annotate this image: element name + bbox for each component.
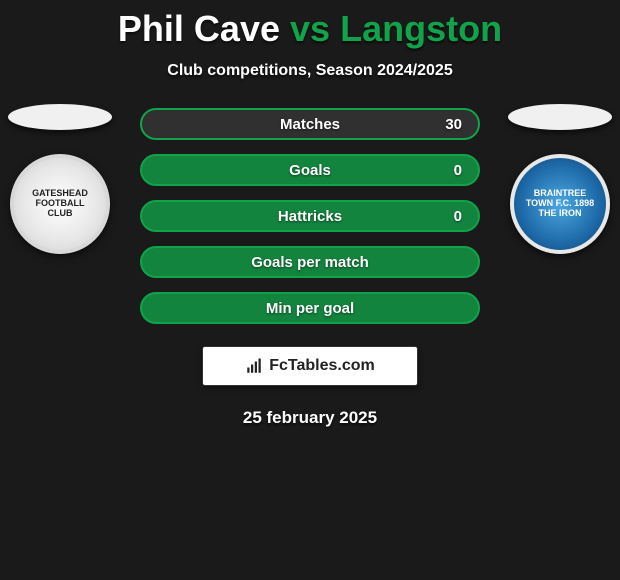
subtitle: Club competitions, Season 2024/2025 bbox=[0, 62, 620, 80]
title-vs: vs bbox=[290, 8, 330, 49]
comparison-stage: GATESHEAD FOOTBALL CLUB BRAINTREE TOWN F… bbox=[0, 108, 620, 428]
player2-club-badge: BRAINTREE TOWN F.C. 1898 THE IRON bbox=[510, 154, 610, 254]
stat-value: 30 bbox=[445, 116, 462, 133]
player2-club-label: BRAINTREE TOWN F.C. 1898 THE IRON bbox=[522, 189, 598, 219]
page-title: Phil Cave vs Langston bbox=[0, 0, 620, 50]
player1-avatar-placeholder bbox=[8, 104, 112, 130]
brand-text: FcTables.com bbox=[269, 357, 375, 375]
player2-column: BRAINTREE TOWN F.C. 1898 THE IRON bbox=[508, 104, 612, 254]
footer-date: 25 february 2025 bbox=[0, 408, 620, 428]
player1-column: GATESHEAD FOOTBALL CLUB bbox=[8, 104, 112, 254]
player1-club-label: GATESHEAD FOOTBALL CLUB bbox=[22, 189, 98, 219]
chart-icon bbox=[245, 357, 263, 375]
stat-label: Min per goal bbox=[266, 300, 354, 317]
stat-value: 0 bbox=[454, 162, 462, 179]
title-player2: Langston bbox=[340, 8, 502, 49]
stats-bars: Matches 30 Goals 0 Hattricks 0 Goals per… bbox=[140, 108, 480, 324]
stat-row-hattricks: Hattricks 0 bbox=[140, 200, 480, 232]
stat-label: Hattricks bbox=[278, 208, 342, 225]
stat-label: Goals bbox=[289, 162, 331, 179]
stat-row-matches: Matches 30 bbox=[140, 108, 480, 140]
brand-badge: FcTables.com bbox=[202, 346, 418, 386]
stat-label: Goals per match bbox=[251, 254, 369, 271]
stat-label: Matches bbox=[280, 116, 340, 133]
stat-row-min-per-goal: Min per goal bbox=[140, 292, 480, 324]
player1-club-badge: GATESHEAD FOOTBALL CLUB bbox=[10, 154, 110, 254]
player2-avatar-placeholder bbox=[508, 104, 612, 130]
stat-row-goals-per-match: Goals per match bbox=[140, 246, 480, 278]
stat-row-goals: Goals 0 bbox=[140, 154, 480, 186]
title-player1: Phil Cave bbox=[118, 8, 280, 49]
stat-value: 0 bbox=[454, 208, 462, 225]
